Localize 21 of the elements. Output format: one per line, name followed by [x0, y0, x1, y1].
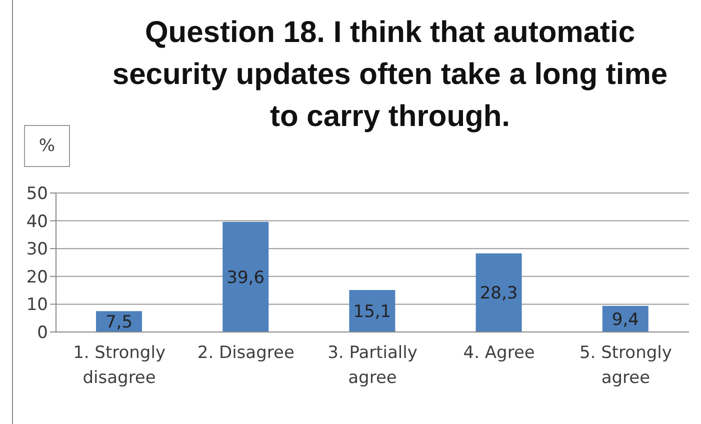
x-tick-label: 2. Disagree [197, 343, 294, 363]
y-tick-label: 10 [26, 295, 48, 316]
y-axis-title: % [24, 125, 70, 167]
chart-title: Question 18. I think that automatic security updates often take a long time to carry through. [111, 15, 669, 135]
data-label: 39,6 [226, 268, 265, 288]
bar [476, 253, 522, 332]
y-tick-label: 20 [26, 267, 48, 288]
data-label: 15,1 [353, 302, 392, 322]
data-label: 7,5 [105, 312, 133, 333]
x-tick-label: 1. Strongly disagree [73, 343, 166, 388]
data-label: 28,3 [480, 284, 518, 304]
x-tick-label: 4. Agree [463, 343, 535, 363]
y-tick-label: 50 [26, 184, 48, 204]
bar [222, 222, 269, 332]
x-tick-label: 3. Partially agree [328, 343, 418, 388]
bar [349, 290, 396, 332]
x-tick-label: 5. Strongly agree [579, 343, 672, 388]
y-tick-label: 30 [26, 240, 48, 260]
y-tick-label: 0 [37, 323, 48, 344]
y-tick-label: 40 [26, 212, 48, 232]
data-label: 9,4 [612, 310, 639, 330]
